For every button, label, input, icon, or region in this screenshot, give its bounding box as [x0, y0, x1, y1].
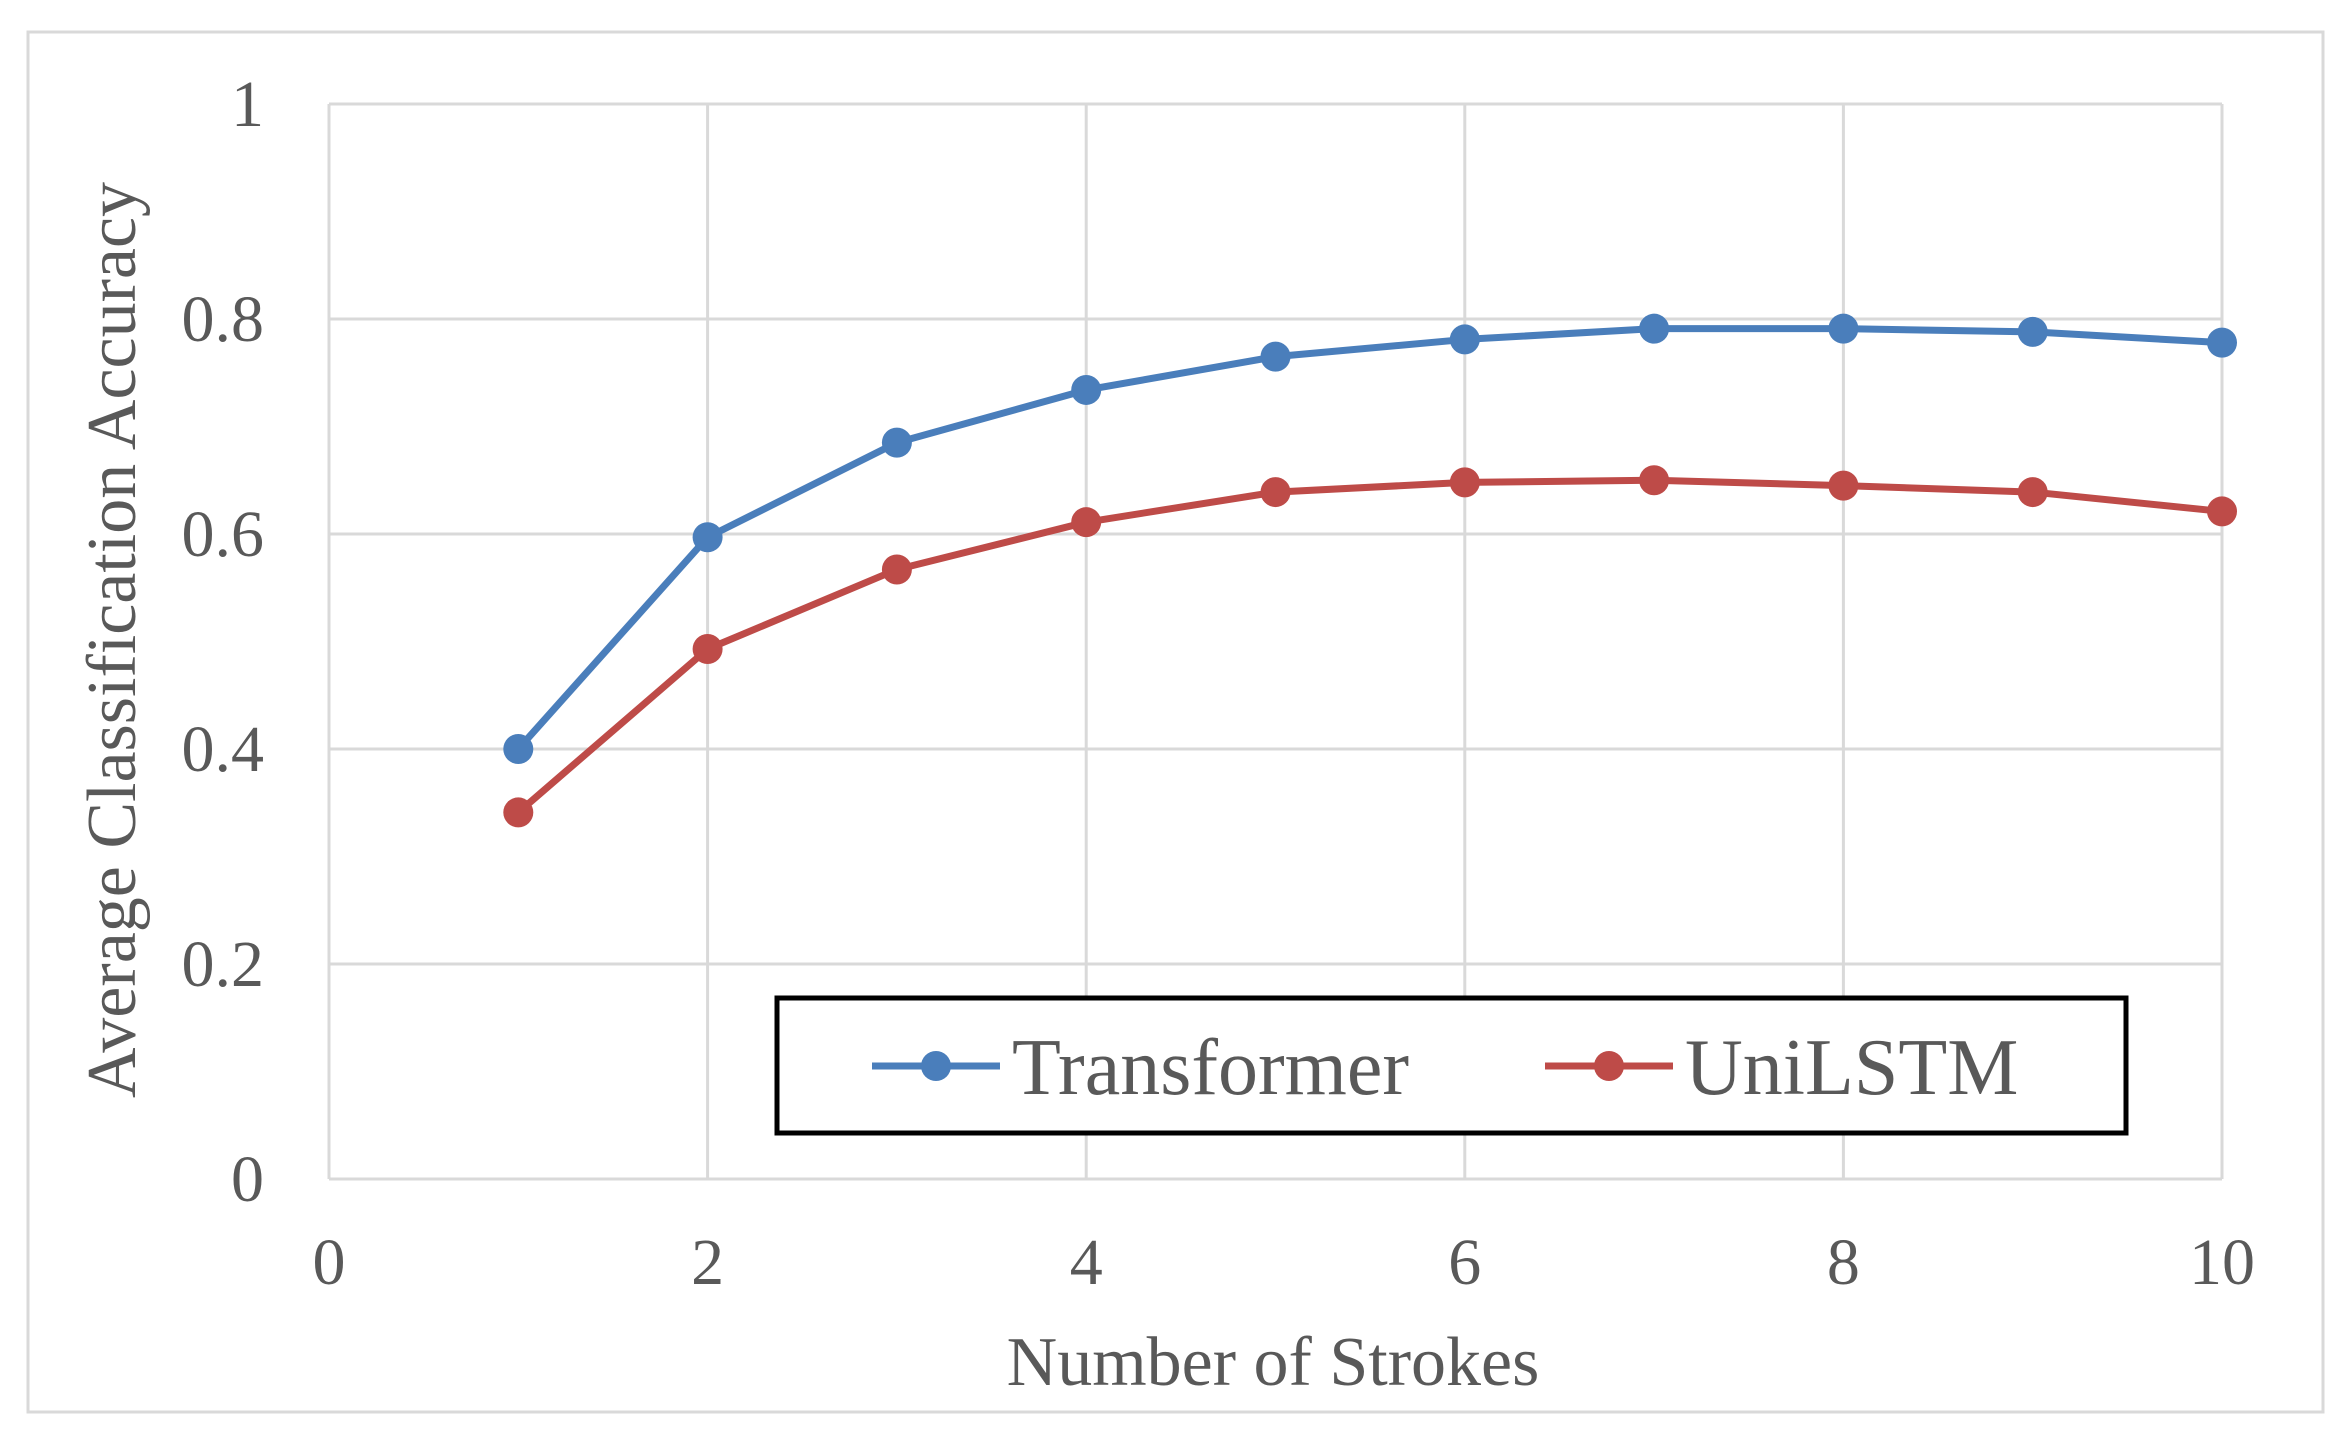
- x-tick-label: 6: [1448, 1226, 1481, 1299]
- data-point-unilstm: [692, 634, 723, 665]
- x-tick-label: 2: [691, 1226, 724, 1299]
- legend-marker-unilstm: [1594, 1051, 1624, 1081]
- legend-label-transformer: Transformer: [1012, 1024, 1409, 1112]
- legend: Transformer UniLSTM: [774, 995, 2129, 1136]
- x-tick-label: 0: [313, 1226, 346, 1299]
- series-transformer: [503, 313, 2237, 764]
- y-tick-label: 0: [231, 1143, 264, 1216]
- data-point-transformer: [503, 734, 534, 764]
- y-tick-label: 0.8: [182, 283, 265, 356]
- y-tick-label: 0.4: [182, 713, 265, 786]
- legend-item-transformer: Transformer: [872, 1024, 1409, 1112]
- data-point-unilstm: [1639, 465, 1670, 496]
- data-point-transformer: [692, 522, 723, 553]
- series-line-transformer: [514, 325, 2226, 753]
- tick-labels: 0 2 4 6 8 10 0 0.2 0.4 0.6 0.8 1: [182, 68, 2256, 1299]
- x-axis-title: Number of Strokes: [1007, 1324, 1540, 1401]
- data-point-transformer: [1639, 313, 1670, 344]
- data-point-unilstm: [2207, 496, 2237, 527]
- data-point-unilstm: [1071, 507, 1102, 538]
- data-point-unilstm: [503, 797, 534, 828]
- legend-label-unilstm: UniLSTM: [1685, 1024, 2018, 1112]
- y-axis-title: Average Classification Accuracy: [74, 182, 151, 1098]
- chart-outer-border: [26, 30, 2325, 1414]
- legend-box: [774, 995, 2129, 1136]
- data-point-unilstm: [881, 554, 912, 585]
- data-point-transformer: [2017, 316, 2048, 347]
- x-tick-label: 4: [1070, 1226, 1103, 1299]
- data-point-transformer: [1828, 313, 1859, 344]
- y-tick-label: 1: [231, 68, 264, 141]
- series-layer: [503, 313, 2237, 828]
- data-point-unilstm: [2017, 477, 2048, 508]
- x-tick-label: 10: [2189, 1226, 2255, 1299]
- data-point-transformer: [1449, 324, 1480, 355]
- data-point-transformer: [1260, 341, 1291, 372]
- grid-lines: [327, 102, 2224, 1181]
- legend-marker-transformer: [921, 1051, 951, 1081]
- y-tick-label: 0.2: [182, 928, 265, 1001]
- data-point-unilstm: [1260, 477, 1291, 508]
- series-line-unilstm: [514, 476, 2226, 816]
- data-point-transformer: [1071, 374, 1102, 405]
- x-tick-label: 8: [1827, 1226, 1860, 1299]
- data-point-transformer: [881, 427, 912, 458]
- data-point-transformer: [2207, 327, 2237, 358]
- data-point-unilstm: [1828, 470, 1859, 501]
- y-tick-label: 0.6: [182, 498, 265, 571]
- series-unilstm: [503, 465, 2237, 828]
- legend-item-unilstm: UniLSTM: [1545, 1024, 2018, 1112]
- data-point-unilstm: [1449, 467, 1480, 498]
